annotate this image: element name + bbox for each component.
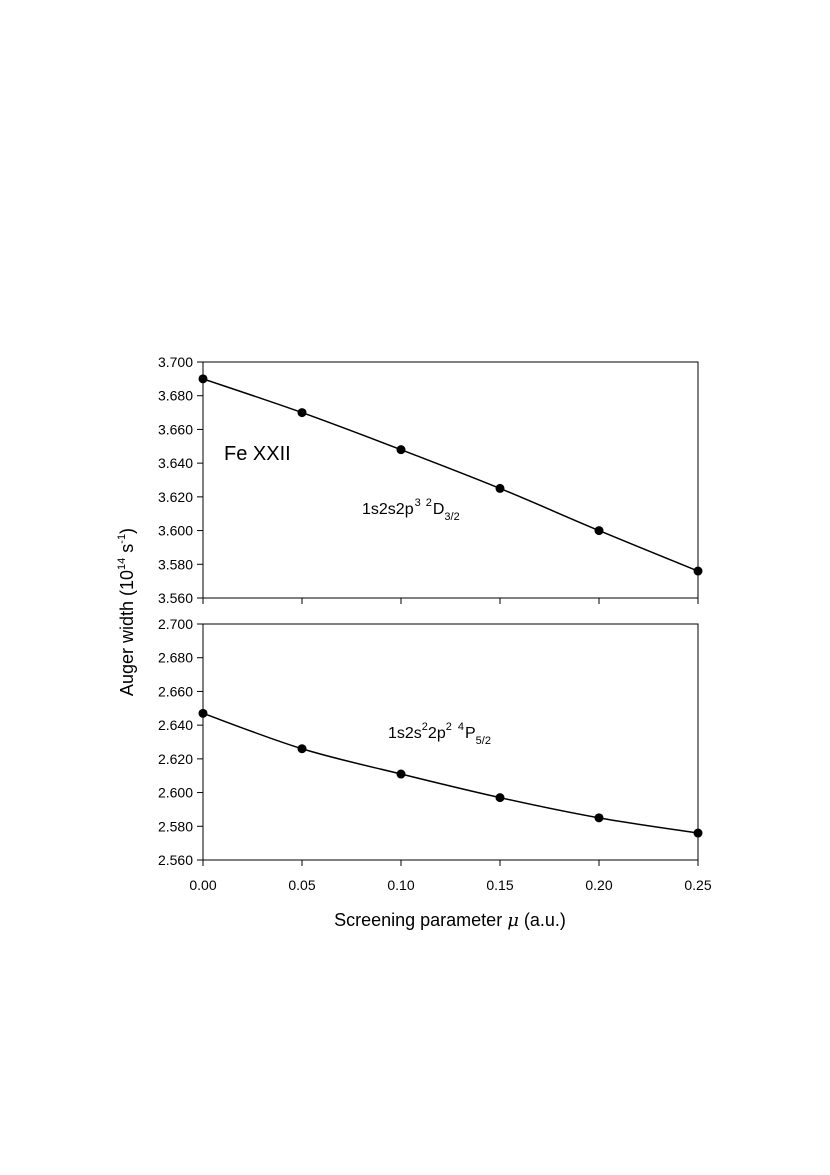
bottom-y-tick-label: 2.660 xyxy=(158,683,193,699)
top-data-point xyxy=(693,566,703,576)
top-y-tick-label: 3.700 xyxy=(158,354,193,370)
bottom-x-axis: 0.00 0.05 0.10 0.15 0.20 0.25 xyxy=(189,860,712,893)
element-label: Fe XXII xyxy=(224,443,291,465)
top-y-tick-label: 3.560 xyxy=(158,590,193,606)
top-state-sub: 3/2 xyxy=(444,511,459,523)
top-data-point xyxy=(495,483,505,493)
bottom-x-tick-label: 0.20 xyxy=(585,877,612,893)
bottom-y-tick-label: 2.640 xyxy=(158,717,193,733)
bottom-y-tick-label: 2.600 xyxy=(158,785,193,801)
top-state-sup1: 3 xyxy=(415,497,421,509)
bottom-x-tick-label: 0.00 xyxy=(189,877,216,893)
bottom-series xyxy=(198,708,703,838)
top-series xyxy=(198,374,703,576)
top-data-point xyxy=(198,374,208,384)
bottom-y-tick-label: 2.560 xyxy=(158,852,193,868)
bottom-state-a: 1s2s xyxy=(388,725,422,742)
top-y-tick-label: 3.660 xyxy=(158,421,193,437)
top-state-main: 1s2s2p xyxy=(362,501,414,518)
y-axis-title: Auger width (1014 s-1) xyxy=(116,528,137,696)
top-y-tick-label: 3.600 xyxy=(158,523,193,539)
bottom-state-sup3: 4 xyxy=(458,721,464,733)
bottom-plot-frame xyxy=(202,623,699,861)
bottom-y-tick-label: 2.700 xyxy=(158,616,193,632)
top-y-tick-label: 3.620 xyxy=(158,489,193,505)
bottom-data-point xyxy=(693,828,703,838)
bottom-state-b: 2p xyxy=(428,725,446,742)
bottom-x-tick-label: 0.25 xyxy=(684,877,711,893)
bottom-state-letter: P xyxy=(465,725,476,742)
bottom-y-axis: 2.560 2.580 2.600 2.620 2.640 2.660 2.680 2.700 xyxy=(158,616,203,868)
x-axis-title: Screening parameter μ (a.u.) xyxy=(334,910,566,931)
top-y-tick-label: 3.580 xyxy=(158,556,193,572)
top-y-tick-label: 3.640 xyxy=(158,455,193,471)
top-x-tick-marks xyxy=(202,598,699,604)
top-state-label: 1s2s2p3 2D3/2 xyxy=(362,497,460,523)
bottom-y-tick-label: 2.680 xyxy=(158,650,193,666)
top-state-letter: D xyxy=(433,501,445,518)
top-y-axis: 3.560 3.580 3.600 3.620 3.640 3.660 3.680 3.700 xyxy=(158,354,203,606)
top-data-point xyxy=(396,445,406,455)
bottom-data-point xyxy=(396,769,406,779)
bottom-y-tick-label: 2.580 xyxy=(158,818,193,834)
bottom-state-sup2: 2 xyxy=(446,721,452,733)
top-plot-frame xyxy=(202,361,699,599)
bottom-y-tick-label: 2.620 xyxy=(158,751,193,767)
bottom-state-sub: 5/2 xyxy=(476,735,491,747)
bottom-x-tick-label: 0.05 xyxy=(288,877,315,893)
bottom-data-point xyxy=(198,708,208,718)
top-state-sup2: 2 xyxy=(426,497,432,509)
bottom-data-point xyxy=(594,813,604,823)
top-data-point xyxy=(594,526,604,536)
bottom-state-label: 1s2s22p2 4P5/2 xyxy=(388,721,491,747)
top-series-line xyxy=(202,378,699,572)
bottom-series-line xyxy=(202,712,699,834)
bottom-x-tick-label: 0.15 xyxy=(486,877,513,893)
bottom-x-tick-label: 0.10 xyxy=(387,877,414,893)
bottom-data-point xyxy=(297,744,307,754)
bottom-state-sup1: 2 xyxy=(422,721,428,733)
bottom-data-point xyxy=(495,793,505,803)
top-data-point xyxy=(297,408,307,418)
top-y-tick-label: 3.680 xyxy=(158,388,193,404)
